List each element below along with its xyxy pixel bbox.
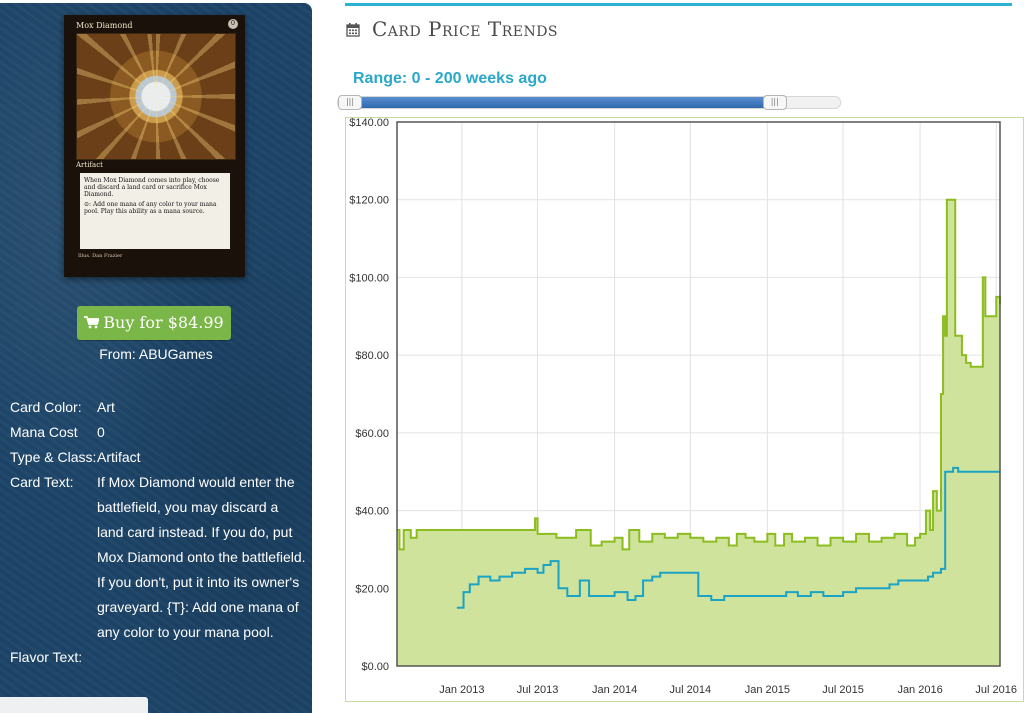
plot-border: [396, 121, 1001, 667]
range-slider-fill: [338, 97, 775, 108]
section-title: Card Price Trends: [346, 17, 558, 41]
card-image-text: When Mox Diamond comes into play, choose…: [84, 177, 220, 198]
y-tick-label: $100.00: [349, 272, 389, 284]
buy-button[interactable]: Buy for $84.99: [77, 306, 231, 340]
x-tick-label: Jul 2015: [822, 684, 864, 696]
y-tick-label: $80.00: [355, 350, 389, 362]
card-art-rays: [77, 34, 235, 159]
card-art: [76, 33, 236, 160]
card-image-mana-symbol: 0: [228, 19, 238, 29]
property-value: If Mox Diamond would enter the battlefie…: [97, 474, 306, 640]
x-tick-label: Jan 2013: [439, 684, 484, 696]
card-image-illustrator: Illus. Dan Frazier: [78, 253, 123, 259]
card-image-type-line: Artifact: [76, 161, 103, 169]
property-label: Card Color:: [10, 399, 82, 415]
property-card-text: Card Text: If Mox Diamond would enter th…: [10, 470, 306, 645]
property-label: Flavor Text:: [10, 649, 83, 665]
x-tick-label: Jul 2014: [670, 684, 712, 696]
property-label: Mana Cost: [10, 424, 78, 440]
property-mana-cost: Mana Cost 0: [10, 420, 306, 445]
y-tick-label: $40.00: [355, 506, 389, 518]
y-tick-label: $20.00: [355, 583, 389, 595]
card-image-text-ability: ⊙: Add one mana of any color to your man…: [84, 201, 217, 215]
x-tick-label: Jan 2016: [897, 684, 942, 696]
y-tick-label: $140.00: [349, 117, 389, 129]
property-value: Art: [97, 399, 115, 415]
range-slider-handle-max[interactable]: |||: [762, 95, 787, 110]
property-value: 0: [97, 424, 105, 440]
x-tick-label: Jan 2015: [745, 684, 790, 696]
card-details-panel: Mox Diamond 0 Artifact When Mox Diamond …: [0, 3, 312, 713]
series-line: [456, 466, 1000, 609]
range-label: Range: 0 - 200 weeks ago: [353, 70, 547, 87]
card-image-title: Mox Diamond: [76, 21, 133, 30]
price-chart: $0.00 $20.00 $40.00 $60.00 $80.00 $100.00 $120…: [345, 117, 1024, 702]
x-tick-label: Jan 2014: [592, 684, 637, 696]
x-tick-label: Jul 2016: [975, 684, 1017, 696]
range-slider[interactable]: ||| |||: [337, 95, 841, 110]
property-value: Artifact: [97, 449, 141, 465]
bottom-tab[interactable]: [0, 697, 148, 713]
series-area-fill: [397, 199, 1000, 666]
shopping-cart-icon: [84, 306, 100, 340]
y-tick-label: $0.00: [361, 661, 389, 673]
y-tick-label: $120.00: [349, 195, 389, 207]
property-type-class: Type & Class: Artifact: [10, 445, 306, 470]
series-line: [397, 198, 1001, 551]
section-top-rule: [345, 3, 1012, 6]
section-title-text: Card Price Trends: [372, 17, 559, 41]
y-tick-label: $60.00: [355, 428, 389, 440]
property-label: Type & Class:: [10, 449, 97, 465]
card-properties: Card Color: Art Mana Cost 0 Type & Class…: [10, 395, 306, 665]
seller-label: From: ABUGames: [99, 346, 213, 362]
price-chart-svg: $0.00 $20.00 $40.00 $60.00 $80.00 $100.00 $120…: [345, 117, 1024, 702]
range-slider-handle-min[interactable]: |||: [338, 95, 362, 110]
calendar-icon: [346, 18, 360, 37]
card-image: Mox Diamond 0 Artifact When Mox Diamond …: [64, 15, 245, 277]
card-image-textbox: When Mox Diamond comes into play, choose…: [80, 173, 230, 249]
property-label: Card Text:: [10, 474, 74, 490]
x-tick-label: Jul 2013: [517, 684, 559, 696]
buy-button-label: Buy for $84.99: [103, 313, 224, 332]
property-card-color: Card Color: Art: [10, 395, 306, 420]
